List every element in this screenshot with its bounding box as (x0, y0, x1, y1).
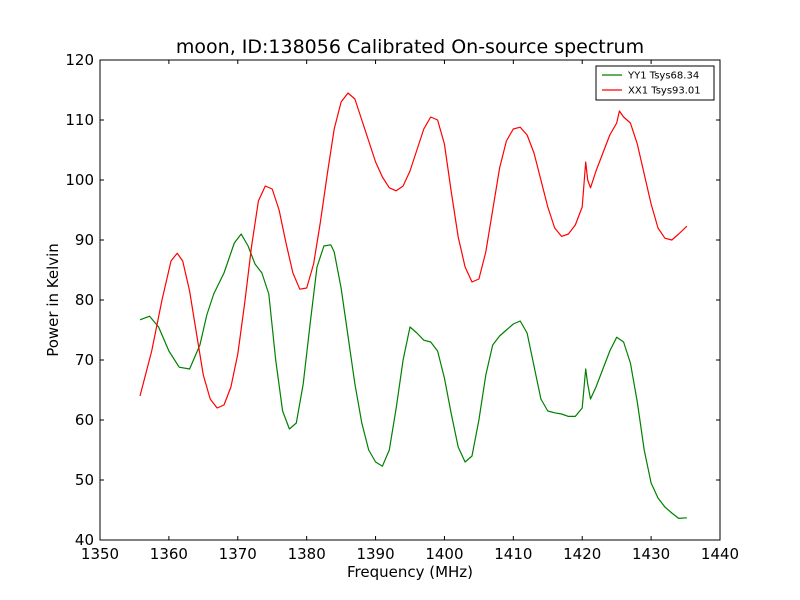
x-tick-label: 1380 (288, 545, 326, 563)
legend-label-yy1: YY1 Tsys68.34 (627, 71, 699, 82)
plot-frame (99, 59, 721, 541)
chart-title: moon, ID:138056 Calibrated On-source spe… (176, 36, 644, 58)
x-tick-label: 1360 (150, 545, 188, 563)
legend: YY1 Tsys68.34 XX1 Tsys93.01 (595, 65, 715, 101)
y-tick-label: 40 (75, 531, 94, 549)
x-tick-label: 1370 (219, 545, 257, 563)
x-tick-label: 1400 (425, 545, 463, 563)
y-tick-label: 70 (75, 351, 94, 369)
x-tick-label: 1430 (632, 545, 670, 563)
series-layer (139, 92, 688, 519)
y-tick-label: 60 (75, 411, 94, 429)
x-tick-label: 1440 (701, 545, 739, 563)
legend-box (595, 65, 715, 101)
legend-label-xx1: XX1 Tsys93.01 (628, 86, 701, 97)
y-tick-label: 80 (75, 291, 94, 309)
plot-area (100, 60, 720, 540)
y-tick-label: 120 (65, 51, 94, 69)
x-tick-label: 1390 (356, 545, 394, 563)
x-axis-label: Frequency (MHz) (347, 563, 473, 581)
y-tick-label: 110 (65, 111, 94, 129)
series-line-yy1 (139, 233, 687, 519)
x-tick-label: 1410 (494, 545, 532, 563)
x-tick-label: 1420 (563, 545, 601, 563)
series-line-xx1 (139, 92, 688, 409)
x-tick-label: 1350 (81, 545, 119, 563)
y-tick-label: 100 (65, 171, 94, 189)
y-tick-label: 50 (75, 471, 94, 489)
y-tick-label: 90 (75, 231, 94, 249)
y-axis-label: Power in Kelvin (44, 243, 62, 357)
tick-layer: 1350 1360 1370 1380 1390 1400 1410 1420 1430 1440… (65, 51, 739, 563)
